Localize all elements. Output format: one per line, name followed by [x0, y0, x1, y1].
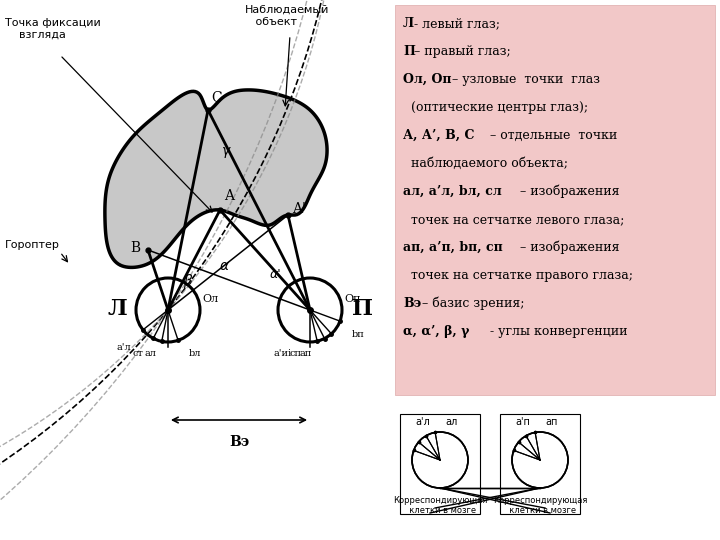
Text: Наблюдаемый
   объект: Наблюдаемый объект [245, 5, 329, 26]
Text: Корреспондирующая
  клетки в мозге: Корреспондирующая клетки в мозге [492, 496, 588, 515]
Text: aп: aп [545, 417, 557, 427]
Text: α, α’, β, γ: α, α’, β, γ [403, 325, 469, 338]
Text: – изображения: – изображения [516, 185, 619, 199]
FancyBboxPatch shape [395, 5, 715, 395]
Text: ап, а’п, bп, сп: ап, а’п, bп, сп [403, 241, 503, 254]
Text: – отдельные  точки: – отдельные точки [485, 129, 617, 142]
Text: β: β [183, 274, 192, 288]
Text: наблюдаемого объекта;: наблюдаемого объекта; [411, 157, 568, 170]
Text: (оптические центры глаз);: (оптические центры глаз); [411, 101, 588, 114]
Text: - левый глаз;: - левый глаз; [410, 17, 500, 30]
Polygon shape [105, 90, 327, 267]
Text: Оп: Оп [344, 294, 361, 304]
Text: Вэ: Вэ [229, 435, 249, 449]
Text: Гороптер: Гороптер [5, 240, 60, 250]
Text: Ол: Ол [202, 294, 218, 304]
Text: точек на сетчатке левого глаза;: точек на сетчатке левого глаза; [411, 213, 624, 226]
Text: bп: bп [352, 330, 365, 339]
Text: Л: Л [403, 17, 414, 30]
Text: ал, а’л, bл, сл: ал, а’л, bл, сл [403, 185, 502, 198]
Text: a'л: a'л [117, 343, 131, 352]
FancyBboxPatch shape [400, 414, 480, 514]
FancyBboxPatch shape [500, 414, 580, 514]
Text: - углы конвергенции: - углы конвергенции [485, 325, 627, 338]
Text: – базис зрения;: – базис зрения; [418, 297, 524, 310]
Text: П: П [352, 298, 373, 320]
Text: сп: сп [290, 349, 302, 358]
Text: точек на сетчатке правого глаза;: точек на сетчатке правого глаза; [411, 269, 633, 282]
Text: Точка фиксации
    взгляда: Точка фиксации взгляда [5, 18, 101, 39]
Text: A: A [224, 189, 234, 203]
Text: α': α' [270, 268, 282, 281]
Text: a'п: a'п [515, 417, 530, 427]
Text: bл: bл [189, 349, 201, 358]
Text: B: B [130, 241, 140, 255]
Text: ст: ст [132, 349, 143, 358]
Text: aл: aл [445, 417, 457, 427]
Text: А, А’, В, С: А, А’, В, С [403, 129, 474, 142]
Text: a'иі: a'иі [274, 349, 292, 358]
Text: Л: Л [108, 298, 127, 320]
Text: C: C [211, 91, 222, 105]
Text: a'л: a'л [415, 417, 430, 427]
Text: Корреспондирующая
  клетки в мозге: Корреспондирующая клетки в мозге [393, 496, 487, 515]
Text: α: α [220, 259, 229, 273]
Text: aп: aп [300, 349, 312, 358]
Text: Вэ: Вэ [403, 297, 421, 310]
Text: γ: γ [222, 144, 230, 158]
Text: – изображения: – изображения [516, 241, 619, 254]
Text: – узловые  точки  глаз: – узловые точки глаз [448, 73, 600, 86]
Text: – правый глаз;: – правый глаз; [410, 45, 511, 58]
Text: П: П [403, 45, 415, 58]
Text: Ол, Оп: Ол, Оп [403, 73, 451, 86]
Text: aл: aл [144, 349, 156, 358]
Text: A': A' [292, 202, 306, 216]
